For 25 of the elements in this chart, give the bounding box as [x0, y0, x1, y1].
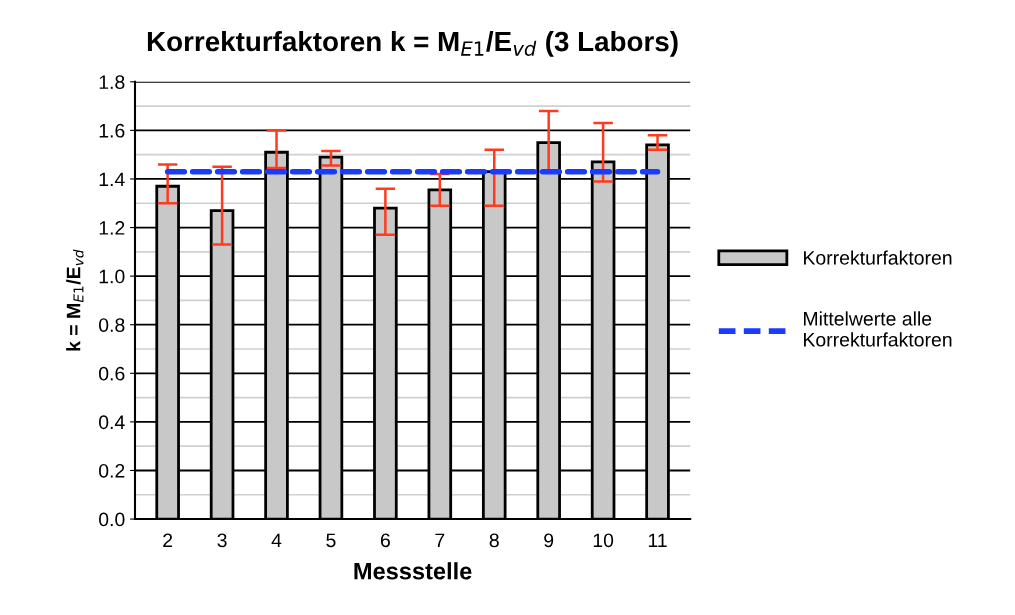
y-axis-title: k = M$_{E1}$/E$_{vd}$: [66, 249, 84, 351]
x-tick-label: 3: [217, 533, 227, 548]
y-tick-label: 1.0: [99, 269, 125, 284]
y-tick-label: 1.6: [99, 123, 125, 138]
chart-title: Korrekturfaktoren k = M$_{E1}$/E$_{vd}$ (3 Labors): [147, 30, 678, 57]
y-tick-label: 0.2: [99, 463, 125, 478]
legend-label: Korrekturfaktoren: [804, 250, 952, 265]
x-tick-label: 7: [435, 533, 445, 548]
x-tick-label: 8: [489, 533, 499, 548]
y-tick-label: 0.8: [99, 318, 125, 332]
y-tick-label: 1.2: [99, 221, 125, 235]
x-tick-label: 4: [271, 533, 282, 548]
x-tick-label: 5: [326, 533, 336, 548]
y-tick-label: 1.4: [99, 172, 125, 187]
y-tick-label: 0.0: [99, 512, 125, 527]
x-tick-label: 9: [544, 533, 554, 548]
x-tick-label: 11: [648, 533, 667, 548]
x-tick-label: 6: [380, 533, 390, 548]
y-tick-label: 0.4: [99, 415, 125, 430]
y-tick-label: 1.8: [99, 75, 125, 90]
y-tick-label: 0.6: [99, 366, 125, 381]
x-axis-title: Messstelle: [354, 562, 472, 580]
legend-label: Mittelwerte alle Korrekturfaktoren: [804, 311, 952, 347]
x-tick-label: 10: [593, 533, 614, 548]
x-tick-label: 2: [163, 533, 173, 548]
